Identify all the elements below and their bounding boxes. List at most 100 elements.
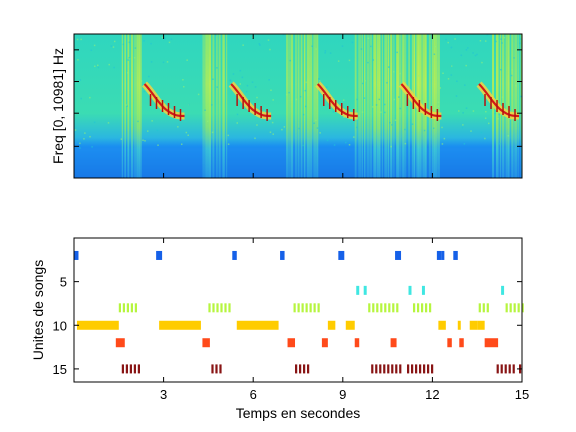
spectrogram-speckle <box>422 114 424 116</box>
unit-mark <box>280 250 285 260</box>
spectrogram-speckle <box>378 98 381 101</box>
unit-mark <box>477 320 485 330</box>
spectrogram-speckle <box>134 47 137 49</box>
spectrogram-speckle <box>256 124 258 126</box>
unit-mark <box>395 364 398 374</box>
unit-mark <box>212 303 215 313</box>
unit-mark <box>297 303 300 313</box>
spectrogram-speckle <box>509 118 512 120</box>
units-xlabel: Temps en secondes <box>236 405 361 421</box>
unit-mark <box>317 303 320 313</box>
x-tick-label: 15 <box>515 387 529 402</box>
unit-mark <box>220 303 223 313</box>
unit-mark <box>423 364 426 374</box>
spectrogram-speckle <box>259 44 261 46</box>
spectrogram-speckle <box>495 40 497 43</box>
x-tick-label: 9 <box>339 387 346 402</box>
spectrogram-speckle <box>433 53 436 56</box>
units-ticks: 3 6 9 12 15 5 10 15 <box>53 238 529 402</box>
spectrogram-speckle <box>324 50 327 52</box>
unit-mark <box>313 303 316 313</box>
spectrogram-speckle <box>487 122 490 125</box>
spectrogram-speckle <box>182 79 184 81</box>
spectrogram-streak <box>215 34 218 178</box>
spectrogram-speckle <box>484 117 487 119</box>
spectrogram-speckle <box>367 61 369 64</box>
spectrogram-speckle <box>229 80 232 82</box>
spectrogram-speckle <box>186 59 188 61</box>
spectrogram-speckle <box>140 80 143 82</box>
spectrogram-streak <box>218 34 221 178</box>
unit-mark <box>211 364 214 374</box>
units-marks <box>74 250 524 374</box>
spectrogram-speckle <box>441 126 443 129</box>
unit-row-8 <box>118 303 524 313</box>
unit-mark <box>354 338 360 348</box>
spectrogram-streak <box>387 34 390 178</box>
unit-mark <box>504 364 507 374</box>
spectrogram-burst <box>121 34 142 178</box>
spectrogram-speckle <box>393 70 395 73</box>
unit-mark <box>517 303 520 313</box>
y-tick-label: 5 <box>60 275 67 290</box>
spectrogram-streak <box>379 34 381 178</box>
unit-mark <box>509 303 512 313</box>
spectrogram-speckle <box>269 131 272 133</box>
spectrogram-speckle <box>367 37 370 40</box>
spectrogram-streak <box>398 34 402 178</box>
spectrogram-speckle <box>464 84 466 86</box>
spectrogram-streak <box>517 34 519 178</box>
spectrogram-streak <box>408 34 410 178</box>
spectrogram-speckle <box>432 127 435 130</box>
spectrogram-speckle <box>337 60 340 62</box>
spectrogram-speckle <box>239 83 242 85</box>
unit-mark <box>159 320 201 330</box>
spectrogram-speckle <box>150 42 152 45</box>
spectrogram-speckle <box>396 51 398 54</box>
unit-mark <box>228 303 231 313</box>
unit-mark <box>388 303 391 313</box>
spectrogram-speckle <box>77 59 79 61</box>
spectrogram-speckle <box>356 126 358 129</box>
spectrogram-speckle <box>419 98 421 100</box>
unit-mark <box>387 364 390 374</box>
spectrogram-speckle <box>96 64 99 67</box>
spectrogram-speckle <box>441 143 444 145</box>
spectrogram-speckle <box>107 122 110 124</box>
spectrogram-streak <box>354 34 357 178</box>
spectrogram-speckle <box>361 111 364 113</box>
spectrogram-speckle <box>501 42 503 44</box>
spectrogram-speckle <box>182 86 185 88</box>
unit-mark <box>202 338 210 348</box>
spectrogram-speckle <box>315 48 317 50</box>
spectrogram-streak <box>369 34 373 178</box>
spectrogram-speckle <box>272 133 274 135</box>
spectrogram-speckle <box>302 113 305 116</box>
unit-mark <box>419 364 422 374</box>
spectrogram-speckle <box>286 93 288 96</box>
spectrogram-speckle <box>343 116 345 119</box>
unit-mark <box>134 303 137 313</box>
unit-mark <box>505 303 508 313</box>
spectrogram-speckle <box>356 98 358 101</box>
spectrogram-speckle <box>341 45 344 47</box>
spectrogram-streak <box>392 34 395 178</box>
unit-mark <box>420 303 424 313</box>
spectrogram-speckle <box>302 144 305 147</box>
spectrogram-speckle <box>120 138 123 140</box>
spectrogram-speckle <box>133 57 136 59</box>
spectrogram-speckle <box>108 63 110 66</box>
spectrogram-speckle <box>423 129 426 132</box>
unit-mark <box>457 320 461 330</box>
x-tick-label: 6 <box>250 387 257 402</box>
spectrogram-speckle <box>461 126 464 129</box>
unit-mark <box>129 364 132 374</box>
spectrogram-speckle <box>270 89 272 92</box>
spectrogram-speckle <box>484 40 487 42</box>
spectrogram-speckle <box>157 144 159 146</box>
spectrogram-speckle <box>232 73 235 75</box>
spectrogram-speckle <box>519 38 522 40</box>
spectrogram-speckle <box>168 41 171 44</box>
spectrogram-streak <box>202 34 206 178</box>
spectrogram-streak <box>514 34 518 178</box>
